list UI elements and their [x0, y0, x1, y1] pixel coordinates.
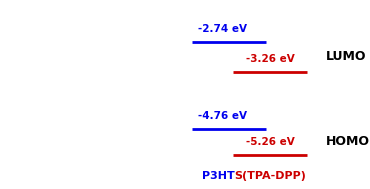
Text: S(TPA-DPP): S(TPA-DPP): [234, 171, 306, 181]
Text: -3.26 eV: -3.26 eV: [246, 54, 295, 64]
Text: P3HT: P3HT: [202, 171, 235, 181]
Text: LUMO: LUMO: [326, 50, 366, 63]
Text: -5.26 eV: -5.26 eV: [246, 137, 295, 147]
Text: -4.76 eV: -4.76 eV: [198, 111, 246, 121]
Text: -2.74 eV: -2.74 eV: [198, 24, 246, 34]
Text: HOMO: HOMO: [326, 135, 370, 148]
